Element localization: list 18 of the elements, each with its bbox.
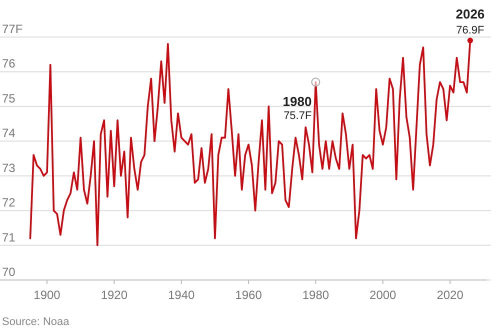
annotation: 1980 75.7F xyxy=(282,94,312,122)
y-tick-label: 74 xyxy=(2,126,16,140)
x-tick-label: 2000 xyxy=(370,288,397,302)
y-tick-label: 76 xyxy=(2,56,16,71)
y-tick-label: 77F xyxy=(2,22,23,36)
source-note: Source: Noaa xyxy=(2,316,70,328)
x-tick-label: 1960 xyxy=(235,288,262,302)
x-tick-label: 1980 xyxy=(302,288,330,302)
x-tick-label: 2020 xyxy=(436,288,464,302)
x-tick-label: 1900 xyxy=(34,288,61,302)
y-tick-label: 71 xyxy=(2,230,16,244)
y-tick-label: 73 xyxy=(2,160,16,175)
y-tick-label: 72 xyxy=(2,196,16,210)
x-tick-label: 1940 xyxy=(168,288,196,302)
y-tick-label: 75 xyxy=(2,91,16,106)
annotation: 2026 76.9F xyxy=(456,6,485,36)
x-tick-label: 1920 xyxy=(100,288,128,302)
y-tick-label: 70 xyxy=(2,265,16,279)
